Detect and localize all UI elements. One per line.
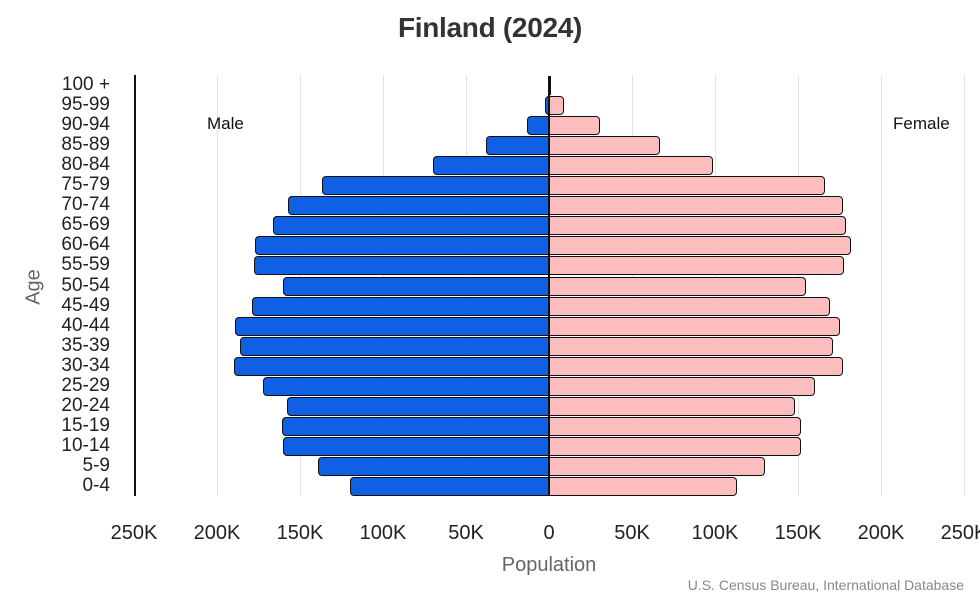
y-tick-label: 75-79 [61, 174, 110, 196]
x-tick-label: 100K [691, 522, 739, 544]
y-tick-label: 35-39 [61, 334, 110, 356]
male-bar-45-49 [251, 296, 549, 316]
male-bar-75-79 [321, 176, 549, 196]
female-bar-40-44 [549, 316, 840, 336]
male-bar-25-29 [263, 376, 549, 396]
male-bar-90-94 [527, 116, 549, 136]
female-bar-0-4 [549, 477, 737, 496]
female-bar-45-49 [549, 296, 830, 316]
y-tick-label: 25-29 [61, 374, 110, 396]
female-bar-55-59 [549, 256, 845, 276]
male-bar-0-4 [349, 477, 549, 496]
x-tick-label: 50K [614, 522, 650, 544]
y-axis-line [134, 75, 136, 496]
female-bar-20-24 [549, 396, 795, 416]
male-bar-30-34 [233, 356, 549, 376]
y-tick-label: 85-89 [61, 134, 110, 156]
y-tick-label: 40-44 [61, 314, 110, 336]
male-bar-95-99 [544, 96, 549, 116]
female-bar-25-29 [549, 376, 815, 396]
female-bar-30-34 [549, 356, 843, 376]
y-tick-label: 70-74 [61, 194, 110, 216]
male-bar-55-59 [253, 256, 549, 276]
x-axis-title: Population [501, 554, 597, 576]
male-bar-10-14 [283, 436, 549, 456]
y-tick-label: 60-64 [61, 234, 110, 256]
y-tick-label: 10-14 [61, 434, 110, 456]
male-bar-15-19 [281, 416, 549, 436]
x-tick-label: 250K [940, 522, 980, 544]
gridline [964, 75, 965, 496]
y-tick-label: 20-24 [61, 394, 110, 416]
female-bar-50-54 [549, 276, 807, 296]
male-bar-70-74 [288, 196, 549, 216]
male-bar-65-69 [273, 216, 549, 236]
x-tick-label: 200K [193, 522, 241, 544]
female-bar-95-99 [549, 96, 564, 116]
male-bar-40-44 [235, 316, 549, 336]
gridline [881, 75, 882, 496]
female-bar-60-64 [549, 236, 852, 256]
y-tick-label: 55-59 [61, 254, 110, 276]
y-tick-label: 0-4 [82, 475, 110, 496]
x-tick-label: 200K [857, 522, 905, 544]
y-tick-label: 5-9 [82, 454, 110, 476]
x-tick-label: 150K [774, 522, 822, 544]
female-bar-10-14 [549, 436, 802, 456]
y-tick-label: 30-34 [61, 354, 110, 376]
male-bar-85-89 [485, 136, 549, 156]
male-bar-80-84 [432, 156, 549, 176]
female-bar-80-84 [549, 156, 714, 176]
y-tick-label: 95-99 [61, 94, 110, 116]
y-tick-label: 45-49 [61, 294, 110, 316]
female-bar-90-94 [549, 116, 601, 136]
x-tick-label: 100K [359, 522, 407, 544]
x-tick-label: 0 [543, 522, 555, 544]
gridline [217, 75, 218, 496]
female-bar-15-19 [549, 416, 802, 436]
center-divider [548, 76, 550, 496]
female-bar-65-69 [549, 216, 847, 236]
male-label: Male [207, 114, 244, 133]
male-bar-20-24 [286, 396, 549, 416]
female-label: Female [893, 114, 950, 133]
female-bar-35-39 [549, 336, 833, 356]
female-bar-100plus [549, 76, 551, 95]
x-tick-label: 50K [448, 522, 484, 544]
y-tick-label: 80-84 [61, 154, 110, 176]
source-credit: U.S. Census Bureau, International Databa… [687, 577, 964, 593]
chart-title: Finland (2024) [397, 12, 583, 43]
male-bar-5-9 [318, 456, 549, 476]
x-tick-label: 250K [110, 522, 158, 544]
y-tick-label: 50-54 [61, 274, 110, 296]
female-bar-75-79 [549, 176, 825, 196]
y-tick-label: 90-94 [61, 114, 110, 136]
female-bar-70-74 [549, 196, 843, 216]
y-tick-label: 15-19 [61, 414, 110, 436]
male-bar-60-64 [255, 236, 549, 256]
female-bar-5-9 [549, 456, 765, 476]
x-tick-label: 150K [276, 522, 324, 544]
male-bar-35-39 [240, 336, 549, 356]
male-bar-50-54 [283, 276, 549, 296]
y-tick-label: 65-69 [61, 214, 110, 236]
female-bar-85-89 [549, 136, 661, 156]
y-tick-label: 100 + [61, 74, 110, 95]
